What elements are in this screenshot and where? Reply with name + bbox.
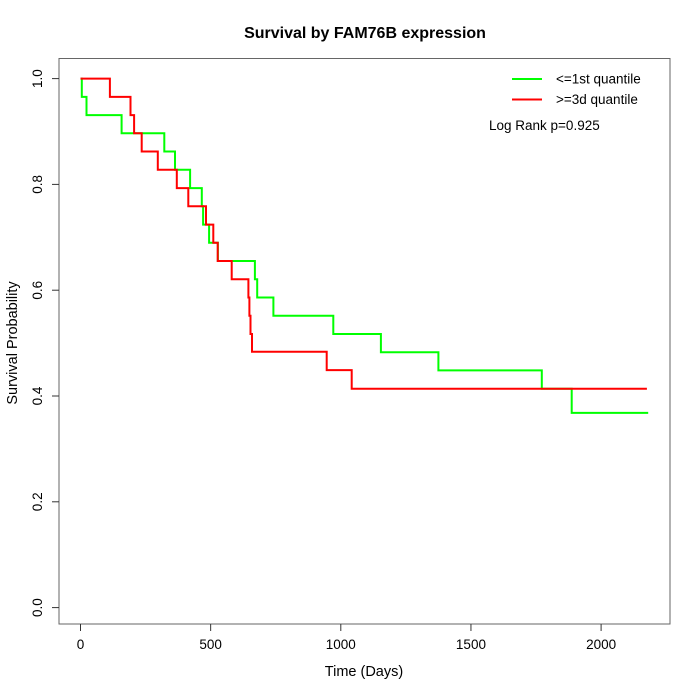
x-axis-tick-label: 1500 xyxy=(456,637,486,652)
x-axis-tick-label: 1000 xyxy=(326,637,356,652)
chart-title: Survival by FAM76B expression xyxy=(244,25,486,42)
y-axis-tick-label: 1.0 xyxy=(30,69,45,88)
y-axis-title: Survival Probability xyxy=(5,281,21,405)
plot-dynamic-layer: 0 500 1000 1500 2000 0.0 0.2 0.4 0.6 0.8 1.0 xyxy=(30,69,649,652)
y-axis-tick-label: 0.2 xyxy=(30,492,45,511)
x-axis-tick-label: 500 xyxy=(199,637,222,652)
log-rank-annotation: Log Rank p=0.925 xyxy=(489,118,600,133)
x-axis-title: Time (Days) xyxy=(325,664,403,680)
legend: <=1st quantile >=3d quantile Log Rank p=… xyxy=(489,72,641,134)
legend-label-high-expression: >=3d quantile xyxy=(556,92,638,107)
y-axis-tick-label: 0.0 xyxy=(30,598,45,617)
legend-label-low-expression: <=1st quantile xyxy=(556,72,641,87)
km-curve-high-expression xyxy=(80,77,647,390)
y-axis-tick-label: 0.6 xyxy=(30,281,45,300)
y-axis-tick-label: 0.8 xyxy=(30,175,45,194)
x-axis-tick-label: 2000 xyxy=(586,637,616,652)
x-axis-tick-label: 0 xyxy=(77,637,85,652)
plot-border xyxy=(58,58,671,625)
y-axis-tick-label: 0.4 xyxy=(30,386,45,405)
